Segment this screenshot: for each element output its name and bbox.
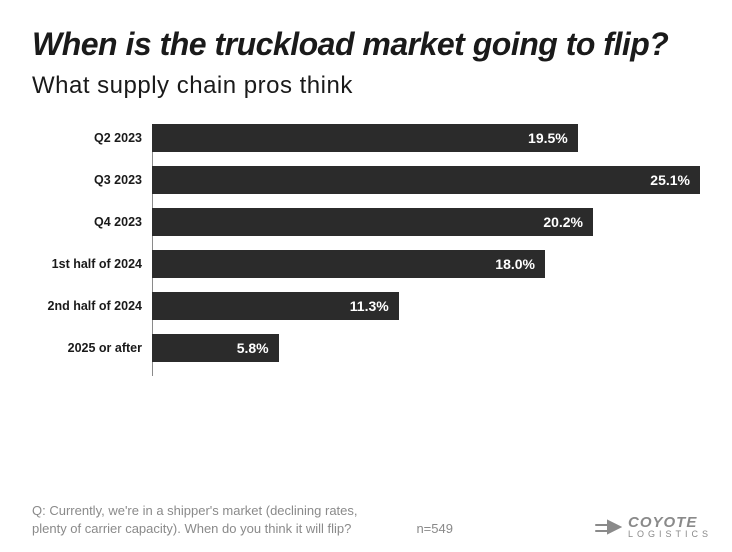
bar-track: 18.0% xyxy=(152,250,700,278)
chart-container: When is the truckload market going to fl… xyxy=(0,0,732,552)
bar-row: Q4 2023 20.2% xyxy=(32,208,712,236)
bar: 19.5% xyxy=(152,124,578,152)
category-label: 2025 or after xyxy=(32,341,152,355)
bar-track: 11.3% xyxy=(152,292,700,320)
category-label: Q2 2023 xyxy=(32,131,152,145)
category-label: 1st half of 2024 xyxy=(32,257,152,271)
bar-row: 2nd half of 2024 11.3% xyxy=(32,292,712,320)
question-text: Q: Currently, we're in a shipper's marke… xyxy=(32,502,392,537)
bar-value-label: 25.1% xyxy=(650,172,690,188)
bar-chart: Q2 2023 19.5% Q3 2023 25.1% Q4 2023 20.2% 1st … xyxy=(32,124,712,376)
bar: 18.0% xyxy=(152,250,545,278)
bar: 5.8% xyxy=(152,334,279,362)
bar: 20.2% xyxy=(152,208,593,236)
sample-size: n=549 xyxy=(416,521,453,536)
category-label: 2nd half of 2024 xyxy=(32,299,152,313)
bar-row: Q2 2023 19.5% xyxy=(32,124,712,152)
brand-logo: COYOTE LOGISTICS xyxy=(594,516,712,538)
bar-value-label: 5.8% xyxy=(237,340,269,356)
footer-left: Q: Currently, we're in a shipper's marke… xyxy=(32,502,453,538)
category-label: Q4 2023 xyxy=(32,215,152,229)
logo-main: COYOTE xyxy=(628,516,712,530)
bar-track: 20.2% xyxy=(152,208,700,236)
bar-value-label: 19.5% xyxy=(528,130,568,146)
chart-footer: Q: Currently, we're in a shipper's marke… xyxy=(32,502,712,538)
bar-value-label: 20.2% xyxy=(543,214,583,230)
bar: 11.3% xyxy=(152,292,399,320)
chart-title: When is the truckload market going to fl… xyxy=(32,28,712,62)
bar-row: 1st half of 2024 18.0% xyxy=(32,250,712,278)
arrow-icon xyxy=(594,517,622,537)
bar-track: 25.1% xyxy=(152,166,700,194)
bar-row: Q3 2023 25.1% xyxy=(32,166,712,194)
logo-text: COYOTE LOGISTICS xyxy=(628,516,712,538)
bar-row: 2025 or after 5.8% xyxy=(32,334,712,362)
category-label: Q3 2023 xyxy=(32,173,152,187)
bar-track: 5.8% xyxy=(152,334,700,362)
bar-value-label: 18.0% xyxy=(495,256,535,272)
logo-sub: LOGISTICS xyxy=(628,530,712,538)
bar-value-label: 11.3% xyxy=(350,298,389,314)
bar-area: Q2 2023 19.5% Q3 2023 25.1% Q4 2023 20.2% 1st … xyxy=(32,124,712,376)
bar: 25.1% xyxy=(152,166,700,194)
chart-subtitle: What supply chain pros think xyxy=(32,72,712,100)
bar-track: 19.5% xyxy=(152,124,700,152)
